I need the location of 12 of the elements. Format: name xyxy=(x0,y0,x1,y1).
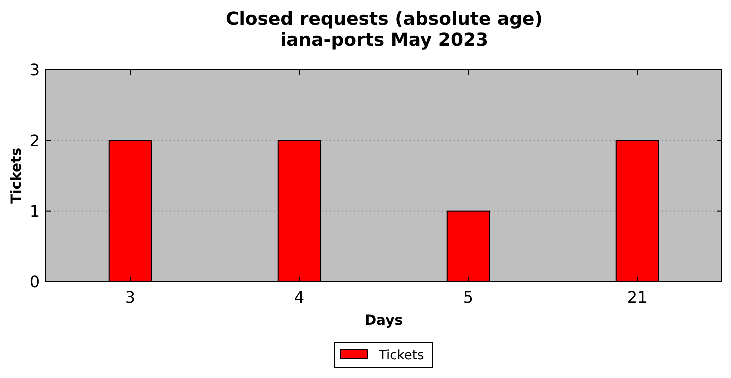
y-tick-label: 1 xyxy=(30,202,40,221)
x-tick-label: 21 xyxy=(627,288,648,307)
x-tick-label: 5 xyxy=(463,288,474,307)
legend-label: Tickets xyxy=(378,348,424,364)
y-tick-label: 3 xyxy=(30,60,40,80)
x-tick-label: 3 xyxy=(125,288,136,307)
x-tick-label: 4 xyxy=(294,288,305,307)
y-tick-label: 0 xyxy=(30,272,40,292)
x-axis-title: Days xyxy=(364,313,404,329)
chart-title: Closed requests (absolute age) iana-ports May 2023 xyxy=(226,9,543,51)
y-axis-title: Tickets xyxy=(9,148,25,204)
y-tick-label: 2 xyxy=(30,131,40,150)
